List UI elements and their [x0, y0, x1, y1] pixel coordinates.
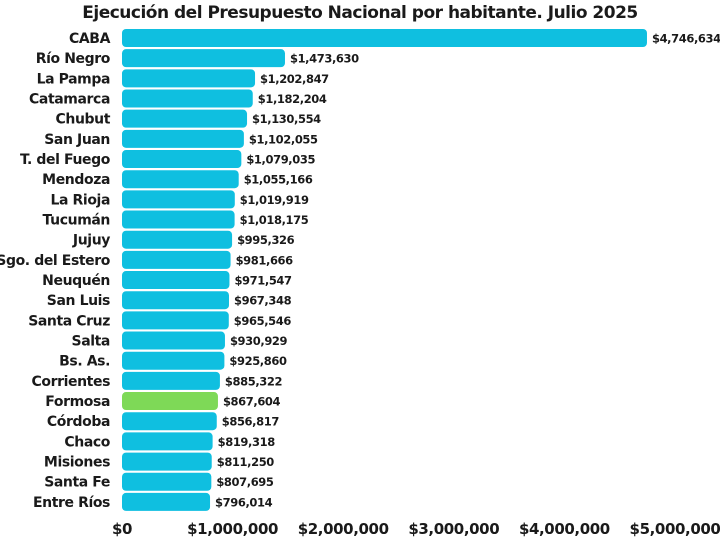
category-label: Santa Cruz: [28, 313, 110, 329]
category-label: CABA: [69, 31, 111, 47]
x-tick-label: $0: [112, 520, 132, 538]
x-tick-label: $1,000,000: [187, 520, 278, 538]
bar-16: [122, 351, 225, 370]
category-label: Formosa: [45, 394, 110, 410]
category-label: Chubut: [56, 112, 111, 128]
category-label: Misiones: [44, 455, 110, 471]
bar-15: [122, 331, 225, 350]
bar-2: [122, 69, 256, 88]
category-label: Neuquén: [42, 273, 110, 289]
value-label: $967,348: [234, 294, 292, 308]
x-tick-label: $4,000,000: [519, 520, 610, 538]
value-label: $885,322: [225, 374, 282, 388]
x-axis-ticks: $0 $1,000,000 $2,000,000 $3,000,000 $4,000,0…: [112, 520, 720, 538]
x-tick-label: $5,000,000: [630, 520, 720, 538]
value-label: $819,318: [218, 435, 276, 449]
category-label: Sgo. del Estero: [0, 253, 111, 269]
value-label: $965,546: [234, 314, 292, 328]
category-label: Mendoza: [42, 172, 110, 188]
bars-group: [122, 29, 647, 511]
bar-11: [122, 250, 231, 269]
bar-20: [122, 432, 213, 451]
bar-6: [122, 150, 242, 169]
bar-3: [122, 89, 253, 108]
category-label: Tucumán: [43, 213, 110, 229]
category-label: La Pampa: [37, 71, 110, 87]
category-label: Entre Ríos: [33, 495, 110, 511]
value-label: $930,929: [230, 334, 288, 348]
bar-13: [122, 291, 229, 310]
category-label: Chaco: [64, 434, 110, 450]
category-label: Santa Fe: [44, 475, 110, 491]
bar-9: [122, 210, 235, 229]
value-label: $811,250: [217, 455, 275, 469]
category-label: Río Negro: [36, 51, 111, 67]
value-label: $867,604: [223, 395, 281, 409]
category-label: Bs. As.: [59, 354, 110, 370]
value-label: $4,746,634: [652, 32, 720, 46]
category-label: San Juan: [44, 132, 110, 148]
value-label: $1,055,166: [244, 173, 313, 187]
value-label: $1,182,204: [258, 92, 327, 106]
bar-12: [122, 271, 230, 290]
value-label: $1,130,554: [252, 112, 321, 126]
value-label: $981,666: [236, 253, 294, 267]
bar-17: [122, 371, 220, 390]
value-label: $1,079,035: [246, 153, 315, 167]
chart-title: Ejecución del Presupuesto Nacional por h…: [82, 3, 638, 23]
value-label: $925,860: [229, 354, 287, 368]
category-label: Córdoba: [47, 414, 110, 430]
x-tick-label: $2,000,000: [298, 520, 389, 538]
value-label: $796,014: [215, 495, 273, 509]
x-tick-label: $3,000,000: [408, 520, 499, 538]
category-label: Corrientes: [32, 374, 111, 390]
bar-22: [122, 472, 212, 491]
category-label: Salta: [72, 334, 110, 350]
bar-8: [122, 190, 235, 209]
category-label: T. del Fuego: [20, 152, 111, 168]
value-label: $971,547: [234, 274, 292, 288]
bar-14: [122, 311, 229, 330]
value-label: $856,817: [222, 415, 280, 429]
category-label: San Luis: [47, 293, 110, 309]
bar-19: [122, 412, 217, 431]
value-label: $1,102,055: [249, 132, 318, 146]
value-label: $807,695: [216, 475, 274, 489]
value-labels: $4,746,634 $1,473,630 $1,202,847 $1,182,204…: [215, 32, 720, 510]
bar-21: [122, 452, 212, 471]
bar-5: [122, 129, 244, 148]
category-label: Catamarca: [29, 92, 110, 108]
bar-23: [122, 492, 211, 511]
category-label: La Rioja: [51, 192, 111, 208]
bar-0: [122, 29, 647, 47]
value-label: $1,473,630: [290, 52, 359, 66]
value-label: $1,018,175: [240, 213, 309, 227]
bar-1: [122, 49, 285, 68]
value-label: $1,019,919: [240, 193, 309, 207]
value-label: $995,326: [237, 233, 295, 247]
bar-10: [122, 230, 233, 249]
category-labels: CABA Río Negro La Pampa Catamarca Chubut San …: [0, 31, 111, 511]
bar-4: [122, 109, 248, 128]
category-label: Jujuy: [72, 233, 110, 249]
bar-7: [122, 170, 239, 189]
value-label: $1,202,847: [260, 72, 329, 86]
bar-18: [122, 392, 218, 411]
